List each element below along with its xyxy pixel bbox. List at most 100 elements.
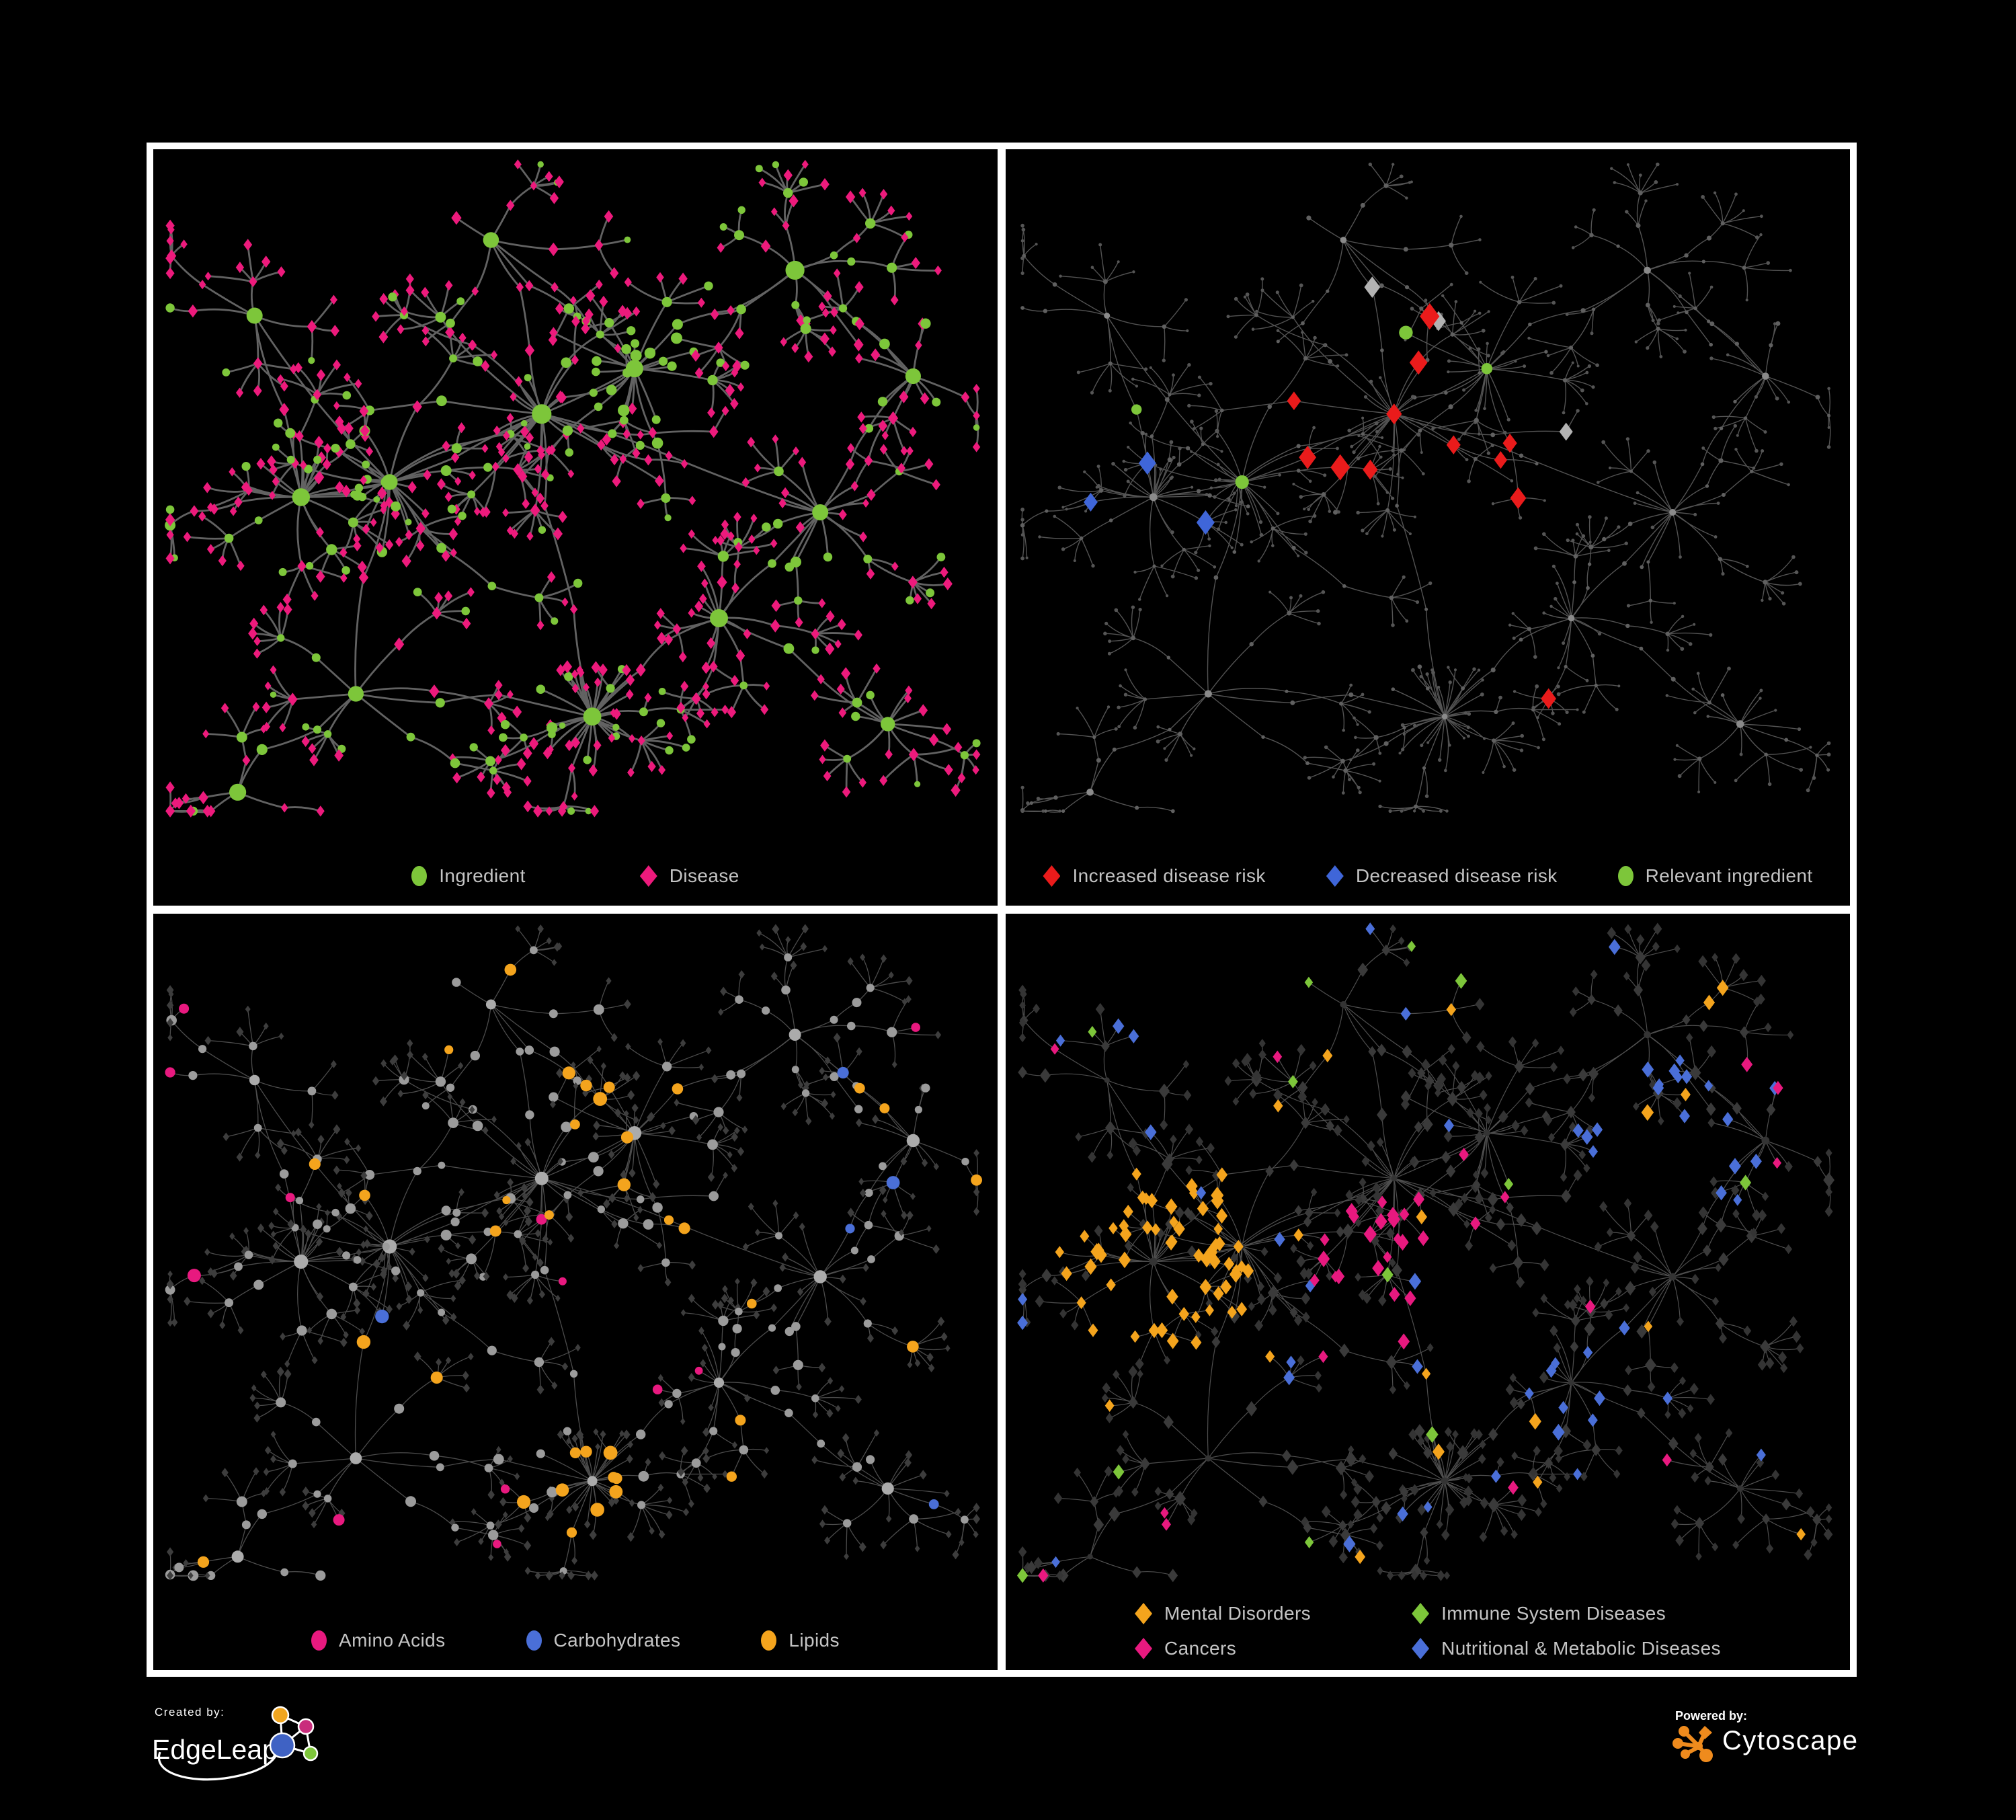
network-node-leaf (1651, 319, 1655, 323)
network-node-mid (619, 454, 627, 465)
network-node-mid (707, 374, 718, 386)
network-node-mid (920, 318, 931, 329)
network-node-mid (637, 430, 644, 440)
network-node-leaf (500, 720, 510, 729)
network-edge (202, 1048, 255, 1081)
network-edge (1153, 1261, 1173, 1297)
network-node-leaf (914, 1545, 920, 1552)
network-node-leaf (837, 1448, 845, 1459)
network-node-mid (1152, 564, 1156, 568)
network-node-mid (165, 1284, 175, 1295)
network-node-leaf (1020, 556, 1024, 561)
network-edge (1149, 497, 1155, 567)
network-node-leaf (1519, 516, 1523, 520)
network-node-mid (540, 500, 549, 512)
network-node-leaf (694, 600, 704, 612)
network-node-leaf (256, 458, 266, 470)
network-node-leaf (819, 332, 830, 346)
network-node-mid (747, 1298, 757, 1309)
network-node-leaf (725, 383, 735, 397)
network-node-leaf (901, 1211, 908, 1220)
network-node-mid (345, 1203, 356, 1214)
network-edge (1256, 1079, 1326, 1110)
network-node-leaf (954, 742, 963, 753)
network-edge (1714, 192, 1724, 224)
network-edge (1106, 315, 1164, 327)
network-node-leaf (401, 554, 411, 568)
network-edge (641, 1504, 686, 1513)
network-edge (1521, 455, 1673, 513)
network-node-leaf (545, 806, 553, 816)
network-edge (1689, 273, 1696, 309)
network-node-leaf (1697, 790, 1701, 793)
network-node-leaf (1166, 594, 1169, 598)
network-node-leaf (218, 555, 227, 567)
network-edge (1094, 728, 1117, 738)
network-edge (1715, 418, 1746, 430)
network-edge (1439, 716, 1445, 760)
network-edge (1646, 270, 1650, 305)
network-edge (1720, 558, 1748, 567)
network-node-mid (1616, 244, 1620, 248)
network-node-leaf (372, 311, 380, 322)
network-node-leaf (503, 1548, 509, 1556)
network-node-leaf (1439, 809, 1443, 813)
network-node-leaf (726, 1471, 737, 1482)
network-node-mid (563, 303, 574, 314)
network-node-leaf (556, 1068, 563, 1078)
network-node-mid (1502, 433, 1517, 453)
network-node-hub (1736, 720, 1744, 728)
network-node-mid (713, 1107, 724, 1117)
network-node-mid (1098, 488, 1104, 493)
network-node-hub (813, 1270, 827, 1283)
network-node-mid (1519, 637, 1523, 642)
network-node-hub (1086, 789, 1094, 796)
network-node-hub (483, 232, 499, 248)
network-node-mid (1261, 735, 1265, 739)
network-edge (1375, 727, 1405, 738)
network-node-leaf (743, 628, 752, 639)
network-node-leaf (1276, 512, 1280, 516)
network-node-leaf (731, 1132, 738, 1142)
network-node-mid (597, 439, 606, 451)
network-node-leaf (204, 1572, 210, 1579)
network-node-leaf (1020, 256, 1024, 260)
network-node-leaf (1126, 479, 1130, 483)
network-node-leaf (167, 1547, 174, 1557)
network-edge (1744, 234, 1762, 268)
network-node-leaf (304, 465, 313, 474)
network-node-leaf (659, 1451, 666, 1461)
network-node-leaf (1537, 746, 1540, 750)
network-node-leaf (1502, 350, 1506, 354)
network-node-leaf (507, 690, 514, 699)
network-node-leaf (1542, 611, 1545, 615)
network-node-leaf (526, 1296, 533, 1305)
network-edge (1406, 332, 1488, 369)
network-edge (404, 1075, 441, 1082)
network-edge (1399, 716, 1445, 754)
network-node-leaf (1601, 440, 1606, 444)
network-node-mid (1750, 469, 1754, 473)
network-node-leaf (1474, 409, 1478, 412)
network-node-mid (1718, 458, 1724, 463)
network-node-leaf (934, 1031, 942, 1039)
network-node-leaf (1459, 214, 1463, 219)
network-edge (1672, 1443, 1740, 1489)
network-node-leaf (719, 223, 727, 231)
network-node-leaf (653, 1179, 660, 1189)
network-edge (1570, 563, 1625, 619)
network-edge (389, 1212, 457, 1247)
network-edge (1106, 1080, 1111, 1128)
network-node-mid (276, 1397, 286, 1408)
legend-item: Increased disease risk (1043, 865, 1265, 887)
network-edge (1703, 261, 1744, 268)
network-edge (1106, 1080, 1168, 1164)
network-edge (677, 1074, 731, 1090)
network-node-leaf (524, 1217, 532, 1226)
network-node-leaf (344, 372, 351, 383)
network-edge (1591, 235, 1619, 247)
network-node-mid (734, 230, 744, 241)
network-node-leaf (879, 1185, 887, 1195)
network-node-leaf (614, 343, 622, 354)
network-edge (774, 1203, 780, 1236)
